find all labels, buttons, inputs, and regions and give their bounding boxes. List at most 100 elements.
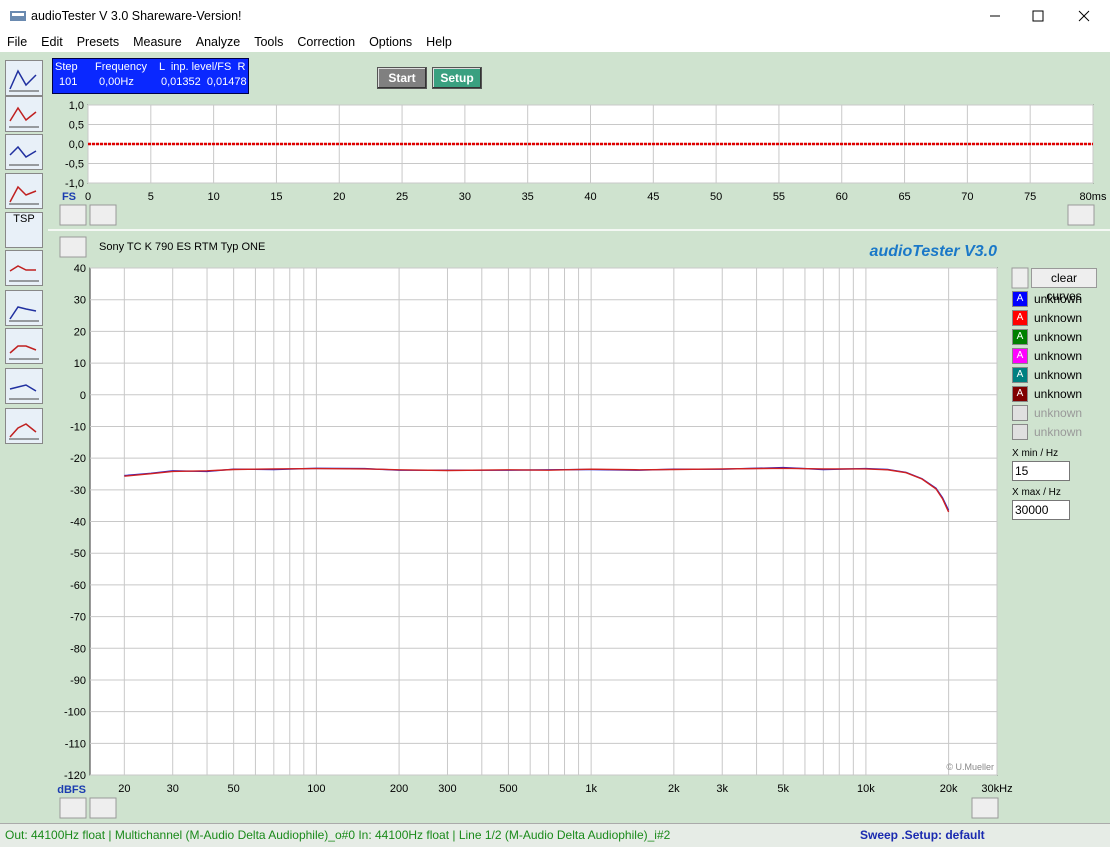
y-tick-label: -1,0 [65,178,84,190]
x-tick-label: 45 [647,191,659,203]
y-tick-label: -100 [64,707,86,719]
legend-swatch[interactable]: A [1012,290,1028,307]
xmin-input[interactable]: 15 [1012,461,1070,481]
x-tick-label: 5 [148,191,154,203]
x-tick-label: 300 [438,783,456,795]
menu-item[interactable]: Tools [254,35,284,49]
x-tick-label: 0 [85,191,91,203]
tool-icon [9,69,39,92]
y-tick-label: -30 [70,485,86,497]
tool-button[interactable] [5,328,43,364]
window-controls[interactable] [980,8,1100,24]
setup-button[interactable]: Setup [432,67,482,89]
x-tick-label: 50 [710,191,722,203]
tool-button[interactable] [5,96,43,132]
tool-bar: TSP [0,56,46,446]
x-tick-label: 20 [333,191,345,203]
x-tick-label: 20k [940,783,958,795]
legend-label: unknown [1034,310,1083,325]
x-tick-label: 500 [499,783,517,795]
y-tick-label: 10 [74,358,86,370]
y-tick-label: 0,5 [69,120,84,132]
status-header: Step [55,61,78,73]
start-button[interactable]: Start [377,67,427,89]
scroll-controls[interactable] [59,204,1095,819]
y-tick-label: -120 [64,770,86,782]
x-tick-label: 2k [668,783,680,795]
menu-item[interactable]: Help [426,35,452,49]
tool-icon [9,265,39,282]
legend-entry: unknown [1012,423,1082,440]
menu-item[interactable]: Options [369,35,413,49]
legend-label: unknown [1034,291,1083,306]
legend-swatch[interactable]: A [1012,347,1028,364]
tool-button[interactable] [5,134,43,170]
y-tick-label: -80 [70,643,86,655]
title-bar: audioTester V 3.0 Shareware-Version! [0,0,1110,32]
tool-button[interactable] [5,368,43,404]
x-tick-label: 5k [777,783,789,795]
y-tick-label: 0 [80,390,86,402]
x-tick-label: 55 [773,191,785,203]
y-tick-label: -20 [70,453,86,465]
clear-curves-button[interactable]: clear curves [1031,268,1097,303]
legend-entry: unknown [1012,404,1082,421]
legend-label: unknown [1034,348,1083,363]
y-tick-label: -70 [70,612,86,624]
legend-swatch[interactable]: A [1012,366,1028,383]
x-tick-label: 30 [459,191,471,203]
status-value: 0,00Hz [99,76,134,88]
y-tick-label: 20 [74,326,86,338]
status-header: Frequency [95,61,147,73]
menu-item[interactable]: File [7,35,28,49]
data-line [124,467,950,513]
legend-label: unknown [1034,405,1083,420]
status-value: 0,01352 0,01478 [161,76,247,88]
brand: audioTester V3.0 [870,243,998,260]
legend-label: unknown [1034,367,1083,382]
menu-item[interactable]: Correction [297,35,356,49]
x-tick-label: 60 [836,191,848,203]
x-tick-label: 65 [898,191,910,203]
y-tick-label: -90 [70,675,86,687]
tool-label: TSP [13,213,35,225]
xmin-label: X min / Hz [1012,448,1059,459]
legend-label: unknown [1034,329,1083,344]
menu-item[interactable]: Presets [76,35,120,49]
tool-button[interactable]: TSP [5,212,43,248]
y-unit: dBFS [57,784,86,796]
menu-item[interactable]: Edit [41,35,63,49]
legend-swatch[interactable]: A [1012,328,1028,345]
tool-button[interactable] [5,250,43,286]
x-tick-label: 50 [228,783,240,795]
menu-item[interactable]: Measure [133,35,182,49]
status-left: Out: 44100Hz float | Multichannel (M-Aud… [5,828,671,842]
x-tick-label: 35 [522,191,534,203]
legend-swatch[interactable]: A [1012,385,1028,402]
y-tick-label: -110 [65,738,86,750]
tool-button[interactable] [5,408,43,444]
app-icon [10,11,26,21]
charts: Sony TC K 790 ES RTM Typ ONE audioTester… [48,100,1110,819]
menu-item[interactable]: Analyze [195,35,241,49]
y-unit: FS [62,191,76,203]
x-tick-label: 80ms [1080,191,1107,203]
xmax-input[interactable]: 30000 [1012,500,1070,520]
y-tick-label: -40 [70,517,86,529]
tool-button[interactable] [5,60,43,96]
legend-swatch[interactable]: A [1012,309,1028,326]
y-tick-label: 40 [74,263,86,275]
copyright: © U.Mueller [946,762,994,772]
tool-button[interactable] [5,290,43,326]
status-bar: Out: 44100Hz float | Multichannel (M-Aud… [0,823,1110,847]
tool-button[interactable] [5,173,43,209]
x-tick-label: 1k [585,783,597,795]
legend-swatch[interactable] [1012,404,1028,421]
x-tick-label: 30 [167,783,179,795]
x-tick-label: 200 [390,783,408,795]
chart-title: Sony TC K 790 ES RTM Typ ONE [99,241,265,253]
legend-swatch[interactable] [1012,423,1028,440]
